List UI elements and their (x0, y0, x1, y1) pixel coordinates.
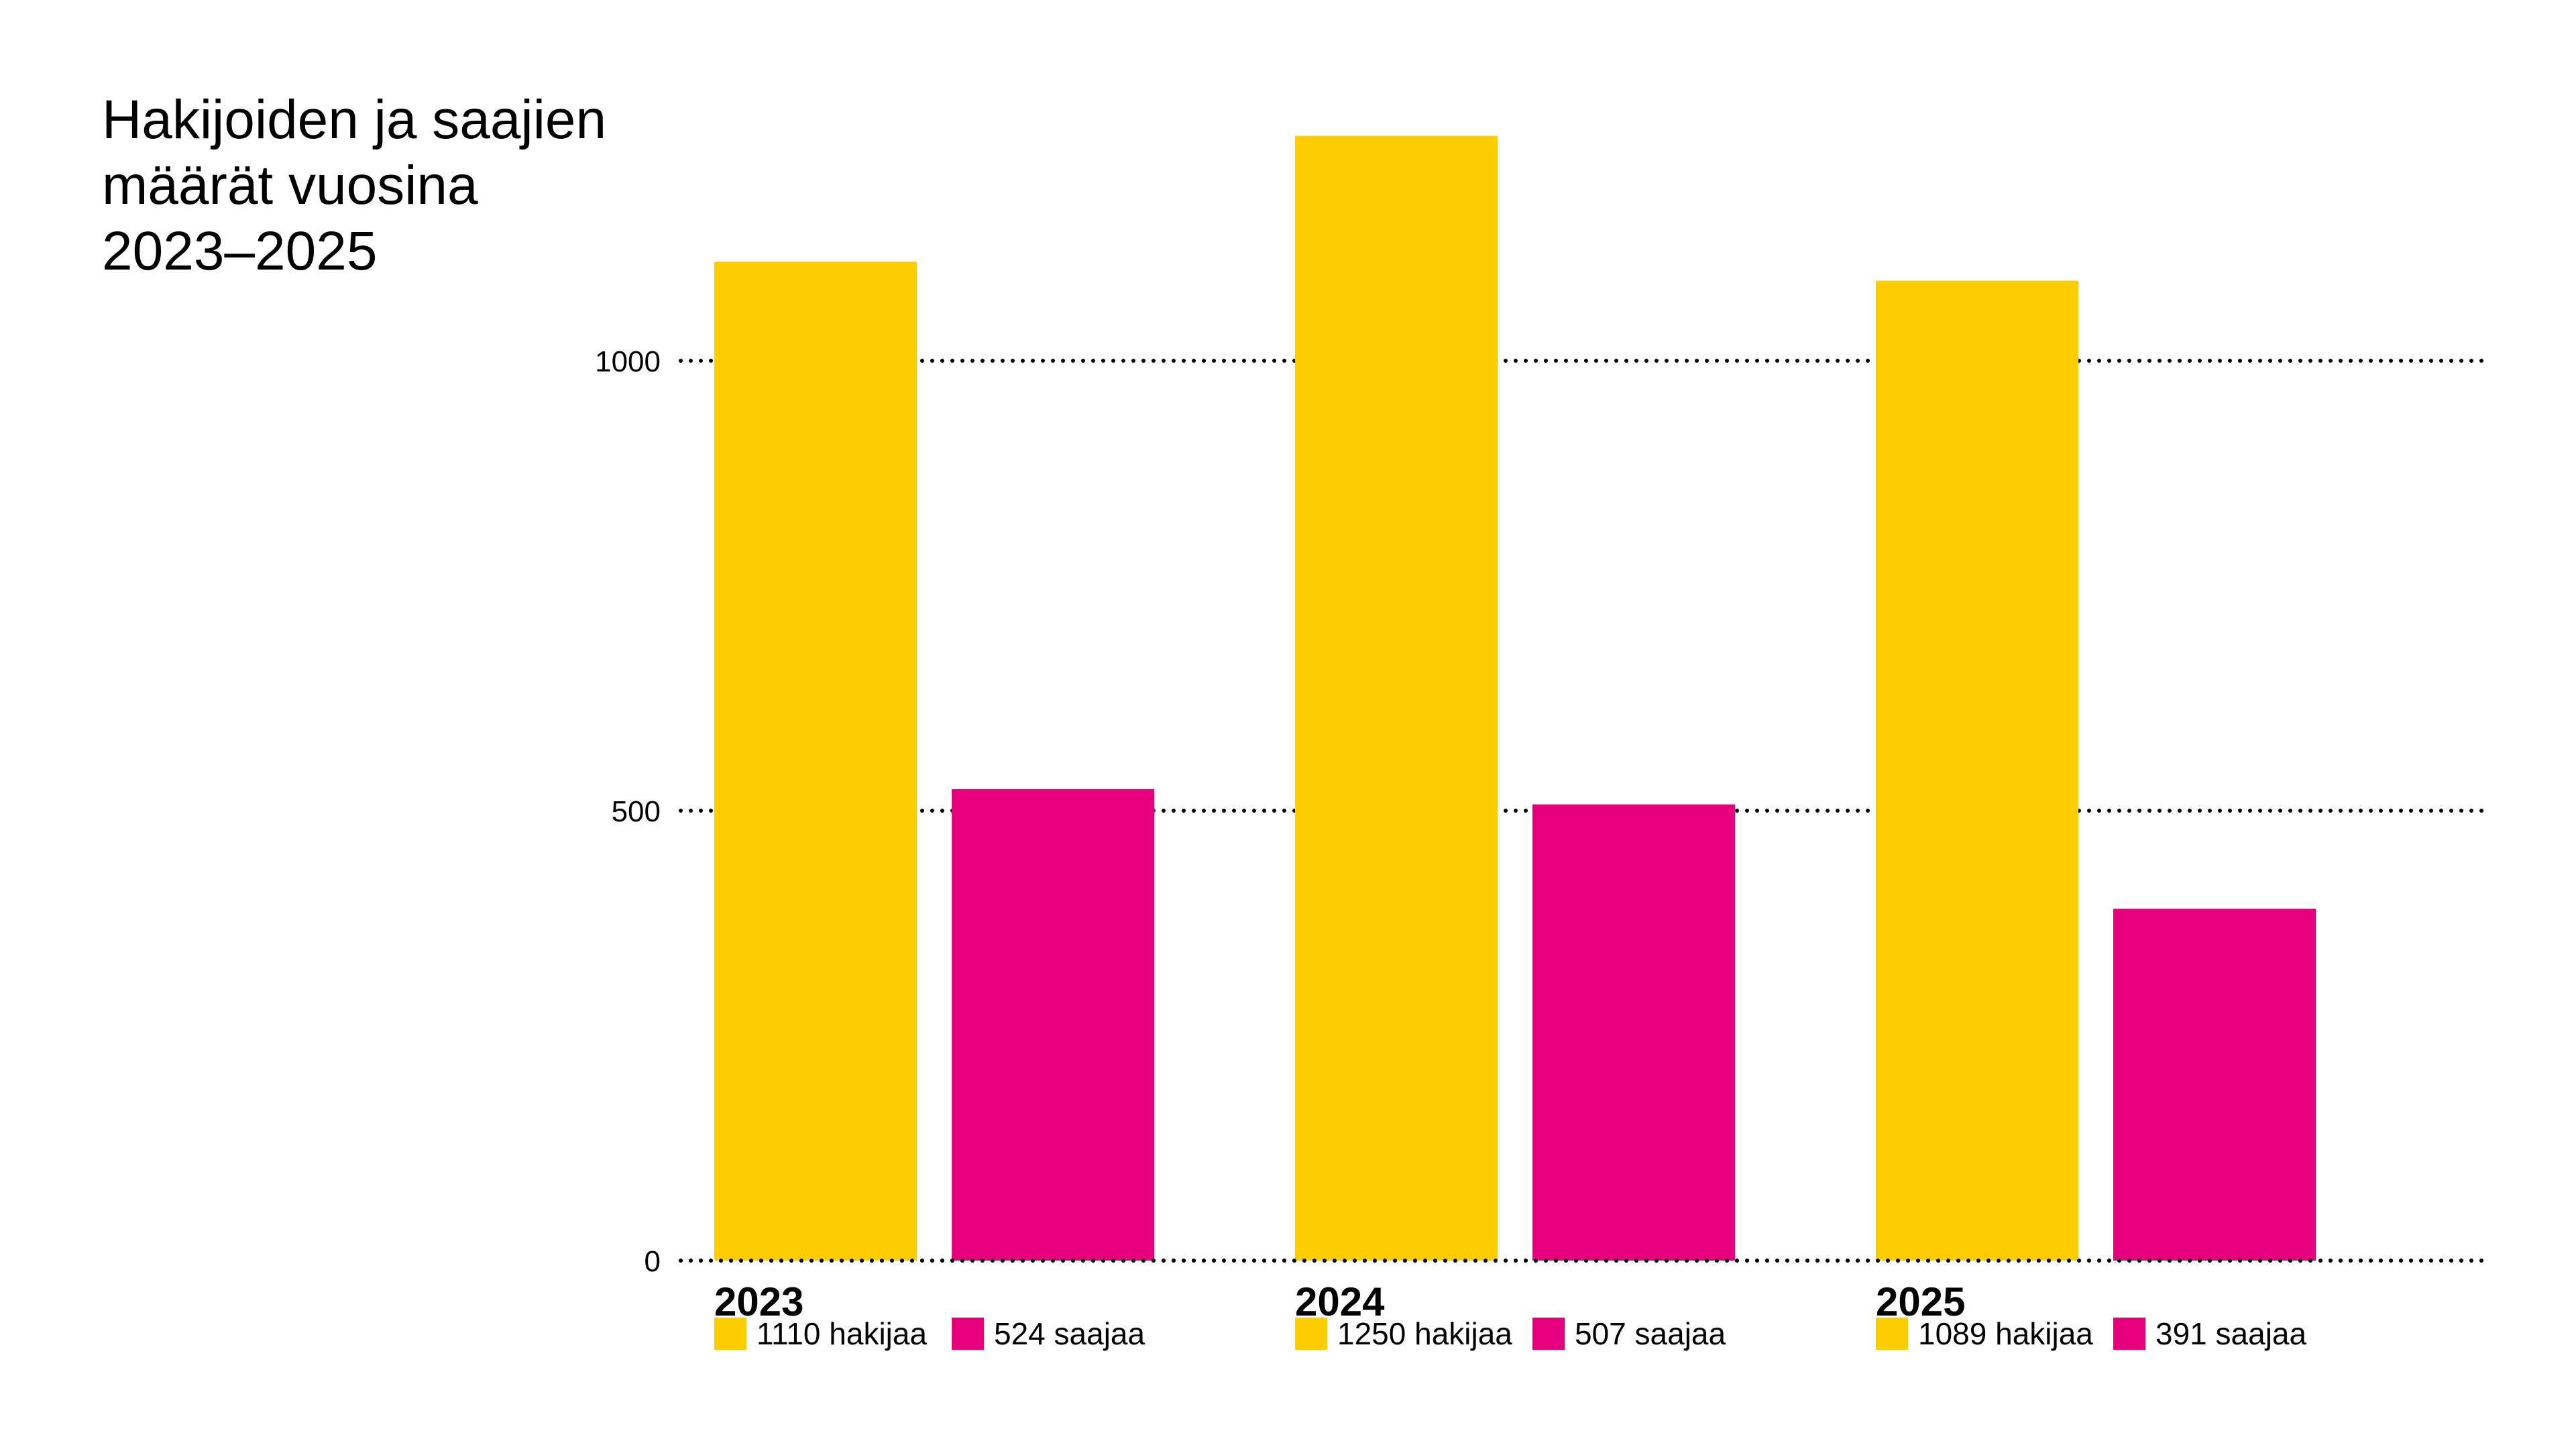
legend-label-hakijaa-2023: 1110 hakijaa (757, 1316, 927, 1351)
y-tick-label: 0 (645, 1245, 661, 1278)
legend-items: 1110 hakijaa 524 saajaa 1250 hakijaa 507 sa… (714, 1316, 2306, 1351)
bar-saajaa-2024 (1532, 804, 1735, 1261)
legend-label-saajaa-2024: 507 saajaa (1575, 1316, 1726, 1351)
bar-hakijaa-2024 (1295, 135, 1498, 1261)
legend-label-hakijaa-2024: 1250 hakijaa (1337, 1316, 1512, 1351)
bar-saajaa-2023 (952, 789, 1154, 1261)
legend-label-saajaa-2023: 524 saajaa (994, 1316, 1145, 1351)
bar-hakijaa-2023 (714, 262, 917, 1261)
chart-title-line-3: 2023–2025 (102, 221, 378, 282)
bars (679, 135, 2490, 1263)
legend-label-hakijaa-2025: 1089 hakijaa (1918, 1316, 2093, 1351)
legend-swatch-hakijaa (1295, 1318, 1327, 1350)
legend-swatch-saajaa (2113, 1318, 2145, 1350)
y-tick-label: 1000 (595, 345, 661, 378)
category-label-2025: 2025 (1876, 1279, 1965, 1324)
bar-saajaa-2025 (2113, 909, 2316, 1261)
legend-label-saajaa-2025: 391 saajaa (2155, 1316, 2306, 1351)
legend-swatch-hakijaa (714, 1318, 746, 1350)
chart-title-line-2: määrät vuosina (102, 155, 478, 216)
bar-hakijaa-2025 (1876, 280, 2078, 1261)
legend-swatch-hakijaa (1876, 1318, 1908, 1350)
category-labels: 2023 2024 2025 (714, 1279, 1965, 1324)
legend-swatch-saajaa (952, 1318, 984, 1350)
legend-swatch-saajaa (1532, 1318, 1565, 1350)
category-label-2024: 2024 (1295, 1279, 1385, 1324)
y-axis-ticks: 0 500 1000 (595, 345, 661, 1278)
y-tick-label: 500 (612, 795, 661, 828)
chart-title-line-1: Hakijoiden ja saajien (102, 89, 607, 150)
category-label-2023: 2023 (714, 1279, 803, 1324)
chart-title: Hakijoiden ja saajien määrät vuosina 202… (102, 87, 706, 284)
